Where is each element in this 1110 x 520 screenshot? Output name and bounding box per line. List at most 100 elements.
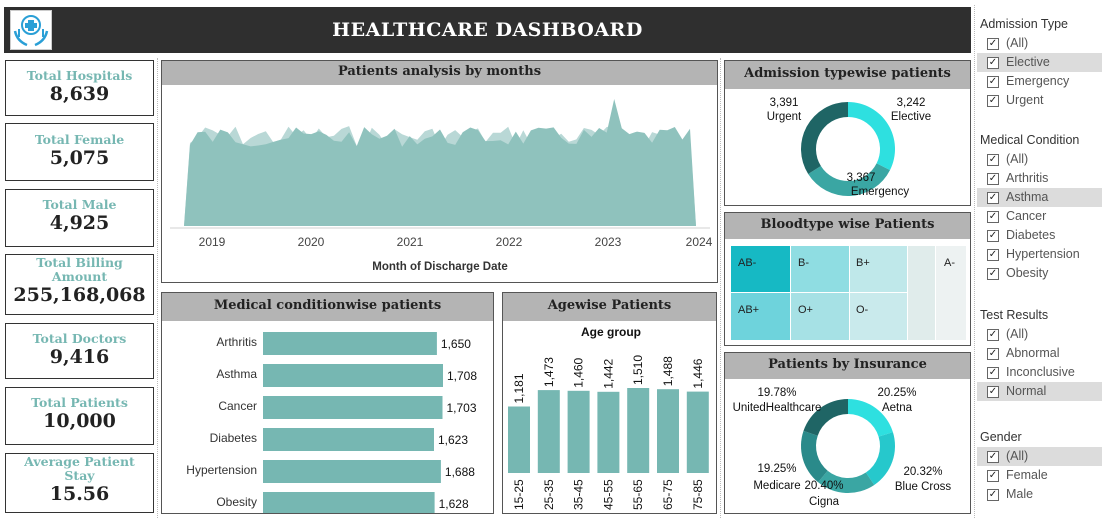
filter-option-admission[interactable]: ✓ Urgent bbox=[977, 91, 1102, 110]
age-bar bbox=[657, 389, 679, 473]
checkbox-checked-icon[interactable]: ✓ bbox=[987, 248, 999, 261]
insurance-panel: Patients by Insurance 19.78% UnitedHealt… bbox=[724, 352, 971, 514]
filter-option-condition[interactable]: ✓ Cancer bbox=[977, 207, 1102, 226]
checkbox-checked-icon[interactable]: ✓ bbox=[987, 37, 999, 50]
age-bar bbox=[508, 406, 530, 473]
filter-option-gender[interactable]: ✓ Male bbox=[977, 485, 1102, 504]
year-tick-label: 2022 bbox=[496, 235, 523, 249]
kpi-total-doctors: Total Doctors 9,416 bbox=[5, 323, 154, 379]
checkbox-checked-icon[interactable]: ✓ bbox=[987, 75, 999, 88]
filter-option-label: Urgent bbox=[1006, 93, 1044, 107]
filter-option-gender[interactable]: ✓ (All) bbox=[977, 447, 1102, 466]
kpi-total-hospitals: Total Hospitals 8,639 bbox=[5, 60, 154, 116]
treemap-label: O- bbox=[856, 304, 869, 316]
checkbox-checked-icon[interactable]: ✓ bbox=[987, 191, 999, 204]
checkbox-checked-icon[interactable]: ✓ bbox=[987, 229, 999, 242]
bloodtype-panel: Bloodtype wise Patients AB- B- B+ A- AB+… bbox=[724, 212, 971, 346]
slice-label-unitedhealthcare: UnitedHealthcare bbox=[733, 402, 822, 414]
year-tick-label: 2023 bbox=[595, 235, 622, 249]
kpi-label: Total Female bbox=[34, 132, 125, 147]
slice-label-blue-cross: Blue Cross bbox=[895, 481, 951, 493]
filter-option-gender[interactable]: ✓ Female bbox=[977, 466, 1102, 485]
bar-value-label: 1,473 bbox=[542, 357, 556, 387]
condition-bar bbox=[263, 396, 443, 419]
checkbox-checked-icon[interactable]: ✓ bbox=[987, 469, 999, 482]
slice-label-aetna: Aetna bbox=[882, 402, 913, 414]
bar-value-label: 1,650 bbox=[441, 337, 471, 351]
admission-slice bbox=[801, 102, 848, 174]
treemap-cell-o-pos bbox=[791, 293, 849, 340]
filter-option-admission[interactable]: ✓ Emergency bbox=[977, 72, 1102, 91]
year-tick-label: 2021 bbox=[397, 235, 424, 249]
slice-pct-unitedhealthcare: 19.78% bbox=[757, 387, 796, 399]
slice-label-medicare: Medicare bbox=[753, 480, 800, 492]
filter-option-test[interactable]: ✓ (All) bbox=[977, 325, 1102, 344]
insurance-slice bbox=[848, 399, 893, 437]
filter-option-label: Emergency bbox=[1006, 74, 1070, 88]
filter-option-condition[interactable]: ✓ Diabetes bbox=[977, 226, 1102, 245]
filter-option-label: Female bbox=[1006, 468, 1048, 482]
bar-value-label: 1,623 bbox=[438, 433, 468, 447]
filter-option-label: Normal bbox=[1006, 384, 1047, 398]
checkbox-checked-icon[interactable]: ✓ bbox=[987, 210, 999, 223]
filter-medical-condition: Medical Condition ✓ (All) ✓ Arthritis ✓ Asthm… bbox=[977, 131, 1102, 289]
filter-option-label: Inconclusive bbox=[1006, 365, 1075, 379]
agewise-bar-chart: Age group 1,181 15-25 1,473 25-35 1,460 35-45… bbox=[508, 325, 709, 510]
hands-cross-medical-icon bbox=[10, 10, 52, 50]
checkbox-checked-icon[interactable]: ✓ bbox=[987, 56, 999, 69]
filter-title: Admission Type bbox=[980, 17, 1069, 31]
filter-option-admission[interactable]: ✓ Elective bbox=[977, 53, 1102, 72]
bar-value-label: 1,708 bbox=[447, 369, 477, 383]
kpi-value: 4,925 bbox=[49, 212, 110, 234]
admission-type-panel: Admission typewise patients 3,391 Urgent… bbox=[724, 60, 971, 206]
checkbox-checked-icon[interactable]: ✓ bbox=[987, 328, 999, 341]
checkbox-checked-icon[interactable]: ✓ bbox=[987, 153, 999, 166]
condition-bar bbox=[263, 492, 435, 513]
dashboard-title: HEALTHCARE DASHBOARD bbox=[332, 19, 643, 41]
checkbox-checked-icon[interactable]: ✓ bbox=[987, 450, 999, 463]
checkbox-checked-icon[interactable]: ✓ bbox=[987, 488, 999, 501]
checkbox-checked-icon[interactable]: ✓ bbox=[987, 94, 999, 107]
medical-condition-panel: Medical conditionwise patients Arthritis… bbox=[161, 292, 494, 514]
checkbox-checked-icon[interactable]: ✓ bbox=[987, 385, 999, 398]
kpi-value: 5,075 bbox=[49, 147, 110, 169]
treemap-label: AB+ bbox=[738, 304, 759, 316]
filter-option-condition[interactable]: ✓ (All) bbox=[977, 150, 1102, 169]
filter-option-label: (All) bbox=[1006, 449, 1029, 463]
bar-value-label: 1,446 bbox=[691, 358, 705, 388]
filter-option-condition[interactable]: ✓ Hypertension bbox=[977, 245, 1102, 264]
panel-title: Agewise Patients bbox=[503, 293, 716, 321]
checkbox-checked-icon[interactable]: ✓ bbox=[987, 267, 999, 280]
bar-category-label: Arthritis bbox=[216, 335, 257, 349]
treemap-label: A- bbox=[944, 257, 955, 269]
filter-option-test[interactable]: ✓ Normal bbox=[977, 382, 1102, 401]
kpi-value: 9,416 bbox=[49, 346, 110, 368]
checkbox-checked-icon[interactable]: ✓ bbox=[987, 172, 999, 185]
slice-pct-cigna: 20.40% bbox=[804, 480, 843, 492]
filter-option-test[interactable]: ✓ Inconclusive bbox=[977, 363, 1102, 382]
filter-option-condition[interactable]: ✓ Obesity bbox=[977, 264, 1102, 283]
checkbox-checked-icon[interactable]: ✓ bbox=[987, 366, 999, 379]
age-category-label: 75-85 bbox=[691, 479, 705, 510]
treemap-label: AB- bbox=[738, 257, 757, 269]
kpi-value: 10,000 bbox=[43, 410, 116, 432]
area-series-front bbox=[184, 99, 696, 226]
filter-option-label: Elective bbox=[1006, 55, 1050, 69]
filter-option-condition[interactable]: ✓ Asthma bbox=[977, 188, 1102, 207]
panel-title: Patients by Insurance bbox=[725, 353, 970, 379]
checkbox-checked-icon[interactable]: ✓ bbox=[987, 347, 999, 360]
filter-option-admission[interactable]: ✓ (All) bbox=[977, 34, 1102, 53]
treemap-label: B+ bbox=[856, 257, 870, 269]
filter-option-condition[interactable]: ✓ Arthritis bbox=[977, 169, 1102, 188]
filter-option-test[interactable]: ✓ Abnormal bbox=[977, 344, 1102, 363]
treemap-cell-a-neg-left bbox=[908, 246, 935, 340]
kpi-label: Total Patients bbox=[31, 395, 128, 410]
x-axis-label: Month of Discharge Date bbox=[372, 261, 507, 273]
year-tick-label: 2019 bbox=[199, 235, 226, 249]
panel-title: Medical conditionwise patients bbox=[162, 293, 493, 321]
kpi-total-patients: Total Patients 10,000 bbox=[5, 387, 154, 445]
condition-bar bbox=[263, 428, 434, 451]
bar-value-label: 1,181 bbox=[512, 373, 526, 403]
condition-bar bbox=[263, 460, 441, 483]
filter-option-label: (All) bbox=[1006, 327, 1029, 341]
